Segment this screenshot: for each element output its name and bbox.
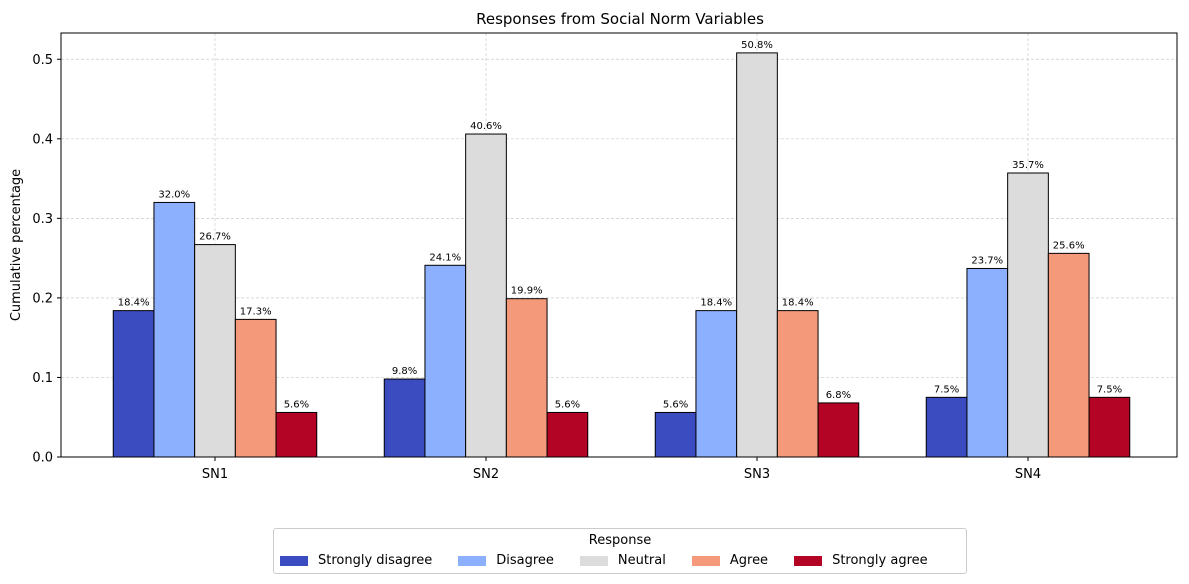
x-tick-label: SN3 [744,467,770,482]
legend-item: Disagree [458,553,554,568]
data-label: 18.4% [118,298,150,309]
chart-title: Responses from Social Norm Variables [476,10,764,28]
bar [1047,252,1090,458]
bar [1088,396,1131,458]
data-label: 7.5% [1097,384,1122,395]
legend-swatch [579,555,608,566]
data-label: 25.6% [1053,240,1085,251]
y-tick-label: 0.5 [32,53,53,68]
data-label: 35.7% [1012,160,1044,171]
legend-title: Response [588,533,652,548]
bar [776,310,819,458]
data-label: 23.7% [971,255,1003,266]
legend-label: Disagree [496,553,554,568]
legend-item: Agree [691,553,769,568]
legend-items: Strongly disagree Disagree Neutral Agree Str… [280,553,954,568]
legend-label: Strongly agree [832,553,928,568]
legend: Response Strongly disagree Disagree Neutra… [273,528,967,574]
x-tick-label: SN1 [202,467,228,482]
legend-swatch [794,555,823,566]
bar [966,267,1009,458]
bar [234,318,277,458]
legend-swatch [458,555,487,566]
x-tick-label: SN2 [473,467,499,482]
bar [546,411,589,458]
bar [1007,172,1049,458]
data-label: 5.6% [663,399,688,410]
bar [424,264,467,458]
data-labels-layer: 18.4% 9.8% 5.6% 7.5% 32.0% 24.1% 18.4% 23.7% 26.… [118,40,1122,411]
bar [505,298,548,458]
y-tick-label: 0.4 [32,132,53,147]
y-tick-label: 0.3 [32,212,53,227]
bar [153,201,196,458]
bar [194,244,236,458]
data-label: 9.8% [392,366,417,377]
x-ticks-layer: SN1 SN2 SN3 SN4 [202,457,1041,482]
legend-label: Agree [729,553,769,568]
legend-swatch [691,555,720,566]
bars-layer [112,52,1131,458]
bar [925,396,968,458]
legend-item: Strongly disagree [280,553,432,568]
bar [654,411,697,458]
data-label: 17.3% [240,306,272,317]
bar [383,378,426,458]
legend-label: Neutral [617,553,666,568]
data-label: 19.9% [511,286,543,297]
data-label: 50.8% [741,40,773,51]
y-axis-label: Cumulative percentage [9,169,24,321]
bar [817,402,860,458]
bar [736,52,778,458]
y-tick-label: 0.2 [32,291,53,306]
data-label: 5.6% [555,399,580,410]
data-label: 18.4% [782,298,814,309]
plot-frame [60,32,1178,458]
data-label: 5.6% [284,399,309,410]
data-label: 18.4% [700,298,732,309]
data-label: 7.5% [934,384,959,395]
bar [695,310,738,458]
legend-swatch [280,555,308,566]
legend-item: Neutral [579,553,666,568]
legend-label: Strongly disagree [318,553,433,568]
bar [275,411,318,458]
data-label: 32.0% [158,189,190,200]
data-label: 26.7% [199,232,231,243]
legend-item: Strongly agree [794,553,928,568]
y-ticks-layer: 0.0 0.1 0.2 0.3 0.4 0.5 [32,53,61,466]
x-tick-label: SN4 [1015,467,1041,482]
data-label: 40.6% [470,121,502,132]
y-tick-label: 0.0 [32,451,53,466]
bar [465,133,507,458]
data-label: 24.1% [429,252,461,263]
y-tick-label: 0.1 [32,371,53,386]
data-label: 6.8% [826,390,851,401]
bar [112,310,155,458]
